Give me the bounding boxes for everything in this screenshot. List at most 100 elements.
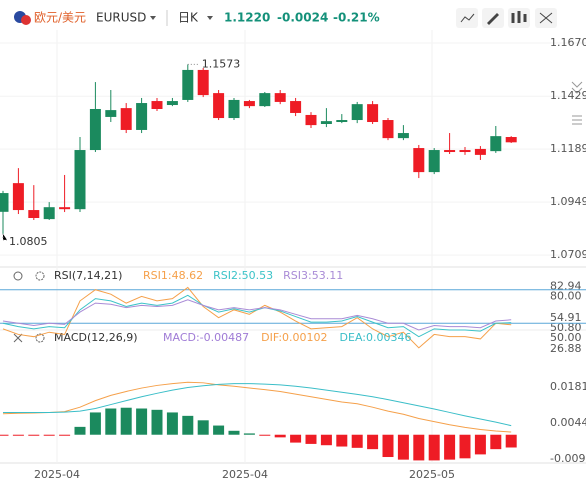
candle-body [474, 148, 486, 155]
y-tick-label: 54.91 [550, 311, 582, 324]
candle-body [43, 207, 55, 220]
macd-bar [428, 434, 440, 461]
macd-bar [367, 434, 379, 450]
macd-header: MACD(12,26,9) [13, 331, 138, 344]
dropdown[interactable] [207, 16, 213, 20]
candle-body [428, 150, 440, 173]
candle-body [243, 101, 255, 107]
macd-bar [474, 434, 486, 455]
candle-body [444, 150, 456, 153]
change-pct: -0.21% [333, 11, 380, 25]
y-tick-label: 1.0949 [550, 195, 586, 208]
y-tick-label: 80.00 [550, 289, 582, 302]
tool-icon [539, 12, 553, 24]
candle-body [28, 210, 40, 218]
x-tick-label: 2025-04 [34, 468, 80, 481]
macd-bar [243, 433, 255, 435]
macd-bar [28, 434, 40, 436]
macd-bar [336, 434, 348, 447]
candle-body [120, 108, 132, 130]
y-tick-label: -0.00928 [550, 452, 586, 465]
candle-body [490, 136, 502, 152]
legend-entry: RSI3:53.11 [283, 269, 343, 282]
y-tick-label: 50.80 [550, 321, 582, 334]
candle-body [274, 93, 286, 102]
period[interactable]: 日K [178, 11, 199, 25]
candle-body [259, 93, 271, 107]
y-tick-label: 0.01819 [550, 380, 586, 393]
candle-body [151, 101, 163, 109]
y-tick-label: 0.00446 [550, 416, 586, 429]
macd-bar [59, 434, 71, 436]
macd-line [2, 381, 512, 433]
candle-body [320, 121, 332, 124]
macd-bar [397, 434, 409, 460]
macd-bar [320, 434, 332, 446]
candle-body [459, 150, 471, 153]
macd-bar [459, 434, 471, 459]
macd-bar [120, 407, 132, 435]
candle-body [397, 133, 409, 139]
gear-icon[interactable] [35, 271, 45, 281]
macd-bar [151, 409, 163, 435]
macd-bar [505, 434, 517, 448]
header: 欧元/美元 EURUSD 日K 1.1220 -0.0024 -0.21% [14, 8, 583, 125]
candle-body [59, 207, 71, 210]
candle-body [136, 103, 148, 130]
macd-bar [213, 425, 225, 435]
macd-bar [490, 434, 502, 450]
macd-bar [136, 408, 148, 435]
candle-body [290, 101, 302, 113]
macd-bar [290, 434, 302, 443]
macd-bar [74, 426, 86, 435]
macd-bar [228, 430, 240, 435]
candle-body [367, 104, 379, 123]
macd-bar [274, 434, 286, 438]
high-label: 1.1573 [202, 57, 241, 70]
y-tick-label: 1.0709 [550, 248, 586, 261]
price: 1.1220 [224, 11, 270, 25]
candle-body [166, 101, 178, 106]
candle-body [413, 148, 425, 173]
rsi-header: RSI(7,14,21) [13, 269, 122, 282]
macd-bar [0, 434, 9, 436]
macd-bar [382, 434, 394, 458]
dropdown[interactable] [150, 16, 156, 20]
candle-body [213, 93, 225, 119]
candle-body [351, 104, 363, 121]
rsi-line [2, 294, 512, 338]
flag-icon [21, 15, 31, 25]
candle-body [182, 69, 194, 100]
macd-bar [166, 412, 178, 435]
side-icon[interactable] [572, 115, 582, 125]
change: -0.0024 [277, 11, 328, 25]
candle-body [12, 183, 24, 211]
legend-entry: MACD:-0.00487 [163, 331, 249, 344]
candle-body [105, 110, 117, 117]
macd-bar [12, 434, 24, 436]
x-tick-label: 2025-04 [222, 468, 268, 481]
side-icon[interactable] [571, 81, 583, 94]
candle-body [0, 193, 9, 212]
gear-icon[interactable] [35, 333, 45, 343]
candle-body [336, 120, 348, 123]
candle-body [305, 114, 317, 126]
tool-icon [487, 13, 499, 25]
macd-bar [259, 434, 271, 436]
candle-body [382, 120, 394, 139]
candle-body [228, 99, 240, 119]
candle-body [505, 137, 517, 143]
eye-icon[interactable] [13, 271, 23, 281]
y-tick-label: 50.00 [550, 331, 582, 344]
low-label: 1.0805 [9, 235, 48, 248]
legend-entry: DIF:0.00102 [261, 331, 327, 344]
macd-bar [197, 420, 209, 435]
legend-entry: RSI2:50.53 [213, 269, 273, 282]
macd-bar [444, 434, 456, 460]
close-icon[interactable] [13, 333, 23, 343]
macd-bar [351, 434, 363, 448]
macd-bar [43, 434, 55, 436]
rsi-line [2, 299, 512, 331]
y-tick-label: 1.1670 [550, 36, 586, 49]
